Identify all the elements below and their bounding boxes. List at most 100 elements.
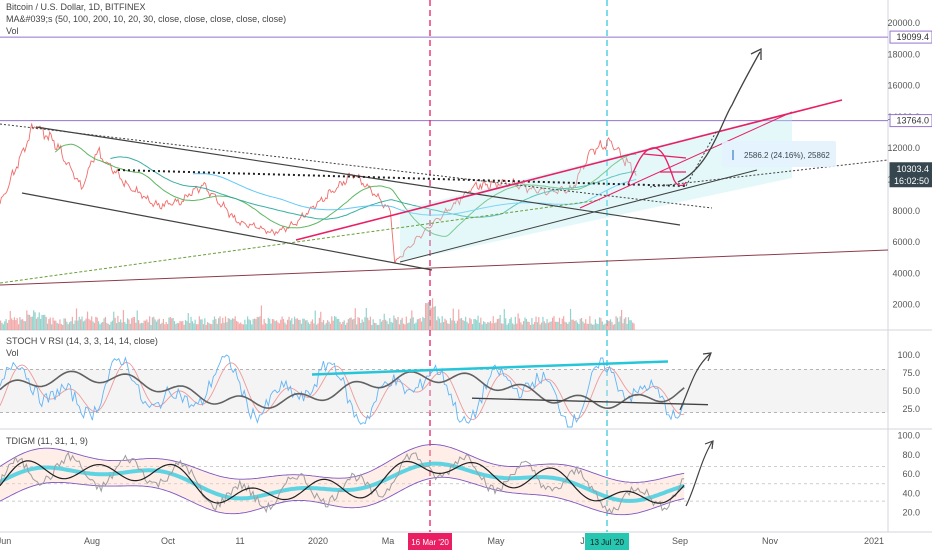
volume-bar xyxy=(121,322,123,330)
volume-bar xyxy=(331,316,333,330)
maroon-support-line xyxy=(0,249,889,286)
volume-bar xyxy=(179,320,181,330)
volume-bar xyxy=(277,322,279,330)
volume-bar xyxy=(34,312,36,330)
volume-bar xyxy=(304,320,307,330)
volume-bar xyxy=(200,319,202,330)
volume-bar xyxy=(37,317,39,330)
stoch-tick-label: 25.0 xyxy=(902,404,920,414)
volume-bar xyxy=(480,317,482,330)
volume-bar xyxy=(166,324,169,330)
volume-bar xyxy=(201,319,203,330)
volume-bar xyxy=(420,321,423,330)
volume-bar xyxy=(263,319,265,330)
volume-bar xyxy=(318,317,320,330)
volume-bar xyxy=(42,314,44,330)
volume-bar xyxy=(545,323,547,330)
volume-bar xyxy=(165,322,167,330)
volume-bar xyxy=(488,322,490,330)
volume-bar xyxy=(623,318,625,330)
volume-bar xyxy=(371,324,373,330)
volume-bar xyxy=(437,316,439,330)
volume-bar xyxy=(276,320,278,330)
volume-bar xyxy=(237,321,239,330)
volume-bar xyxy=(597,324,599,330)
date-marker-label: 16 Mar '20 xyxy=(411,538,449,547)
volume-bar xyxy=(445,320,447,330)
volume-bar xyxy=(75,308,78,330)
stoch-d-line xyxy=(0,362,685,421)
volume-bar xyxy=(412,317,414,330)
volume-bar xyxy=(329,323,332,330)
volume-bar xyxy=(74,320,76,330)
volume-bar xyxy=(128,319,130,330)
volume-bar xyxy=(122,310,125,330)
price-tag-box xyxy=(889,30,932,44)
volume-bar xyxy=(398,324,401,330)
volume-bar xyxy=(416,319,418,330)
tdi-price-line xyxy=(0,451,685,515)
volume-bar xyxy=(397,316,399,330)
tdi-tick-label: 100.0 xyxy=(897,431,920,441)
volume-bar xyxy=(476,320,478,330)
volume-bar xyxy=(382,320,384,330)
volume-bar xyxy=(124,321,126,330)
volume-bar xyxy=(9,310,11,330)
moving-average-50-line xyxy=(54,143,637,237)
volume-bar xyxy=(35,318,38,330)
volume-bar xyxy=(146,319,148,330)
volume-bar xyxy=(289,320,291,330)
volume-bar xyxy=(418,319,420,330)
long-dotted-trendline xyxy=(0,123,713,209)
volume-bar xyxy=(528,321,530,330)
green-dotted-trendline xyxy=(0,199,601,284)
ascending-channel-band xyxy=(400,112,792,262)
volume-bar xyxy=(242,324,245,330)
volume-bar xyxy=(244,319,246,330)
volume-bar xyxy=(401,317,403,330)
price-tag-label: 13764.0 xyxy=(896,116,929,126)
tdi-lower-band xyxy=(0,476,685,516)
volume-bar xyxy=(52,317,54,330)
volume-bar xyxy=(583,323,585,330)
volume-bar xyxy=(368,320,370,330)
volume-bar xyxy=(324,324,326,330)
volume-bar xyxy=(365,307,367,330)
volume-bar xyxy=(69,322,71,330)
volume-bar xyxy=(11,318,13,330)
volume-bar xyxy=(594,319,596,330)
volume-bar xyxy=(346,322,348,330)
volume-bar xyxy=(609,319,612,330)
volume-bar xyxy=(549,321,551,330)
volume-bar xyxy=(193,323,195,330)
volume-bar xyxy=(460,318,463,330)
volume-bar xyxy=(209,323,211,330)
volume-bar xyxy=(212,319,214,330)
volume-bar xyxy=(629,320,631,330)
volume-bar xyxy=(390,321,392,330)
stoch-volume-label: Vol xyxy=(6,348,19,358)
volume-bar xyxy=(567,323,569,330)
volume-bar xyxy=(385,319,387,330)
volume-bar xyxy=(13,317,15,330)
projection-arrow-price xyxy=(677,51,761,183)
volume-bar xyxy=(230,319,232,330)
volume-bar xyxy=(462,320,464,330)
volume-bar xyxy=(400,319,402,330)
stoch-projection-arrow-head xyxy=(702,352,712,362)
volume-bar xyxy=(31,316,33,330)
volume-bar xyxy=(306,319,308,330)
volume-bar xyxy=(253,318,256,330)
oscillator-layer xyxy=(0,352,888,516)
volume-bar xyxy=(157,319,159,330)
volume-bar xyxy=(231,318,234,330)
volume-bar xyxy=(379,318,381,330)
volume-bar xyxy=(535,316,537,330)
volume-bar xyxy=(120,319,122,330)
volume-bar xyxy=(213,316,216,330)
volume-bar xyxy=(356,324,358,330)
volume-bar xyxy=(357,317,359,330)
volume-bar xyxy=(149,316,151,330)
volume-bar xyxy=(527,321,529,330)
